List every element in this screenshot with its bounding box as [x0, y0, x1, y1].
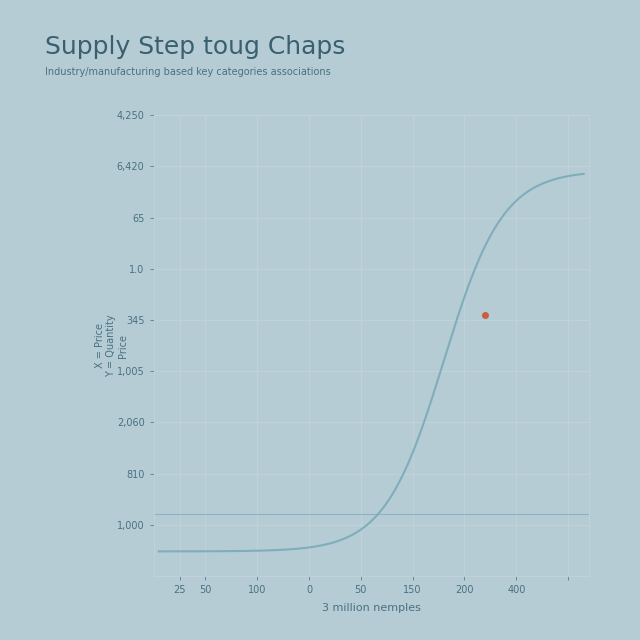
Text: Supply Step toug Chaps: Supply Step toug Chaps — [45, 35, 345, 60]
Y-axis label: X = Price
Y = Quantity
Price: X = Price Y = Quantity Price — [95, 314, 128, 377]
Text: Industry/manufacturing based key categories associations: Industry/manufacturing based key categor… — [45, 67, 330, 77]
X-axis label: 3 million nemples: 3 million nemples — [322, 604, 420, 613]
